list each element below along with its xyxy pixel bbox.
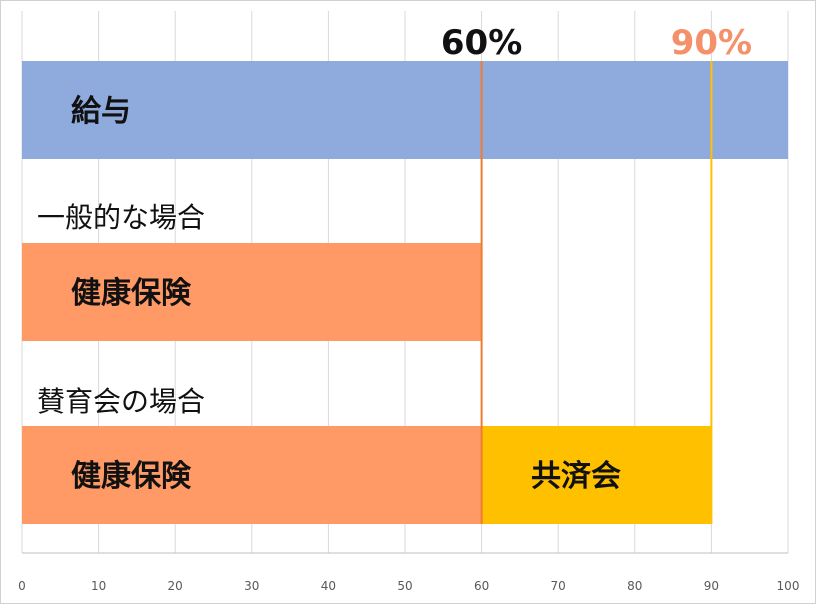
bar-segment-row1-0: [22, 243, 482, 341]
x-tick-label-10: 10: [91, 579, 106, 593]
annotation-label-1: 90%: [671, 23, 752, 63]
x-tick-label-0: 0: [18, 579, 26, 593]
x-tick-label-60: 60: [474, 579, 489, 593]
x-tick-label-30: 30: [244, 579, 259, 593]
bar-segment-row2-1: [481, 426, 712, 524]
bar-label-row0-0: 給与: [71, 94, 131, 129]
x-tick-label-40: 40: [321, 579, 336, 593]
group-label-row2: 賛育会の場合: [37, 385, 205, 418]
x-tick-label-90: 90: [704, 579, 719, 593]
bar-segment-row0-0: [22, 61, 788, 159]
bar-label-row2-0: 健康保険: [71, 459, 192, 494]
bar-segment-row2-0: [22, 426, 482, 524]
annotation-label-0: 60%: [441, 23, 522, 63]
x-tick-label-70: 70: [551, 579, 566, 593]
bar-label-row2-1: 共済会: [531, 459, 621, 494]
bar-label-row1-0: 健康保険: [71, 276, 192, 311]
x-tick-label-100: 100: [777, 579, 800, 593]
x-tick-label-50: 50: [397, 579, 412, 593]
x-tick-label-20: 20: [168, 579, 183, 593]
group-label-row1: 一般的な場合: [37, 201, 205, 234]
x-tick-label-80: 80: [627, 579, 642, 593]
